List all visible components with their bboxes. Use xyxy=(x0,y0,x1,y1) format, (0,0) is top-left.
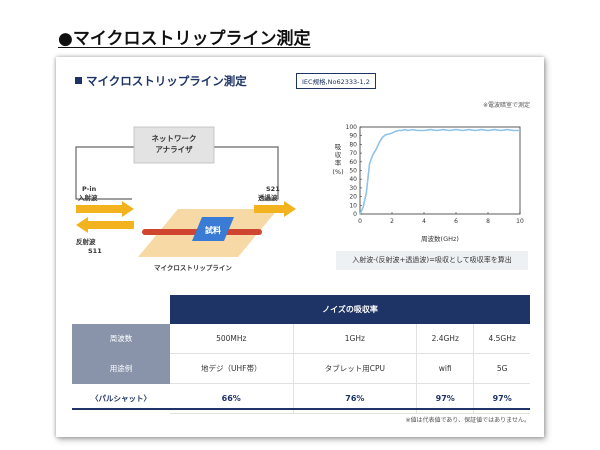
table-bottom-rule xyxy=(72,408,530,410)
table-cell: 4.5GHz xyxy=(473,324,530,354)
y-tick-label: 40 xyxy=(349,176,357,183)
measurement-note: ※電波暗室で測定 xyxy=(482,102,530,109)
y-tick-label: 90 xyxy=(349,133,357,140)
row-label-usage: 用途例 xyxy=(72,353,170,384)
y-tick-label: 30 xyxy=(349,185,357,192)
sample-block xyxy=(192,217,234,241)
table-header: ノイズの吸収率 xyxy=(170,295,530,324)
y-tick-label: 70 xyxy=(349,150,357,157)
table-cell: タブレット用CPU xyxy=(293,353,418,384)
x-tick-label: 6 xyxy=(454,218,458,225)
y-tick-label: 10 xyxy=(349,202,357,209)
y-tick-label: 50 xyxy=(349,168,357,175)
y-tick-label: 100 xyxy=(346,124,358,131)
s11-label-2: S11 xyxy=(88,247,102,255)
y-tick-label: 80 xyxy=(349,141,357,148)
network-analyzer xyxy=(133,126,215,164)
transmitted-arrow xyxy=(254,201,296,217)
x-tick-label: 0 xyxy=(358,218,362,225)
y-tick-label: 0 xyxy=(353,211,357,218)
x-axis-label: 周波数(GHz) xyxy=(421,234,459,243)
analyzer-label-2: アナライザ xyxy=(155,145,193,154)
pin-label-1: P-in xyxy=(82,185,97,193)
table-cell: 5G xyxy=(473,353,530,384)
card-title: マイクロストリップライン測定 xyxy=(86,74,247,88)
formula-box: 入射波-(反射波+透過波)=吸収として吸収率を算出 xyxy=(336,251,528,270)
table-row-usage: 用途例 地デジ（UHF帯） タブレット用CPU wifi 5G xyxy=(72,353,530,384)
standard-badge: IEC規格,No62333-1,2 xyxy=(296,73,376,89)
s11-label-1: 反射波 xyxy=(76,237,96,246)
pin-label-2: 入射波 xyxy=(77,193,98,202)
x-tick-label: 10 xyxy=(516,218,524,225)
wire-right xyxy=(214,146,279,200)
absorption-series-line xyxy=(359,128,520,215)
s21-label-1: S21 xyxy=(266,185,280,193)
row-label-frequency: 周波数 xyxy=(72,324,170,354)
table-cell: 500MHz xyxy=(170,324,294,354)
table-cell: 地デジ（UHF帯） xyxy=(170,353,294,384)
disclaimer-note: ※値は代表値であり、保証値ではありません。 xyxy=(405,417,530,424)
absorption-table: ノイズの吸収率 周波数 500MHz 1GHz 2.4GHz 4.5GHz 用途… xyxy=(72,295,530,414)
incident-arrow xyxy=(76,201,134,217)
measurement-card: マイクロストリップライン測定 IEC規格,No62333-1,2 ※電波暗室で測… xyxy=(56,57,544,437)
wire-left xyxy=(75,146,134,200)
header-empty-cell xyxy=(72,295,170,324)
microstrip-label: マイクロストリップライン xyxy=(154,263,232,272)
table-cell: 2.4GHz xyxy=(416,324,475,354)
analyzer-label-1: ネットワーク xyxy=(152,133,197,143)
y-tick-label: 20 xyxy=(349,194,357,201)
x-tick-label: 2 xyxy=(390,218,394,225)
x-tick-label: 4 xyxy=(422,218,426,225)
s21-label-2: 透過波 xyxy=(258,193,278,202)
table-cell: 1GHz xyxy=(293,324,418,354)
reflected-arrow xyxy=(76,217,134,233)
table-header-row: ノイズの吸収率 xyxy=(72,295,530,324)
sample-label: 試料 xyxy=(205,225,221,235)
setup-diagram: ネットワーク アナライザ 試料 P-in 入射波 S21 透過波 反射波 S11… xyxy=(75,126,296,272)
table-row-frequency: 周波数 500MHz 1GHz 2.4GHz 4.5GHz xyxy=(72,324,530,354)
plot-frame xyxy=(359,126,521,215)
table-cell: wifi xyxy=(416,353,475,384)
y-tick-label: 60 xyxy=(349,159,357,166)
x-tick-label: 8 xyxy=(486,218,490,225)
y-axis-label: 吸収率(%) xyxy=(332,143,343,176)
page-title: ●マイクロストリップライン測定 xyxy=(58,29,311,49)
document-icon xyxy=(75,74,86,84)
